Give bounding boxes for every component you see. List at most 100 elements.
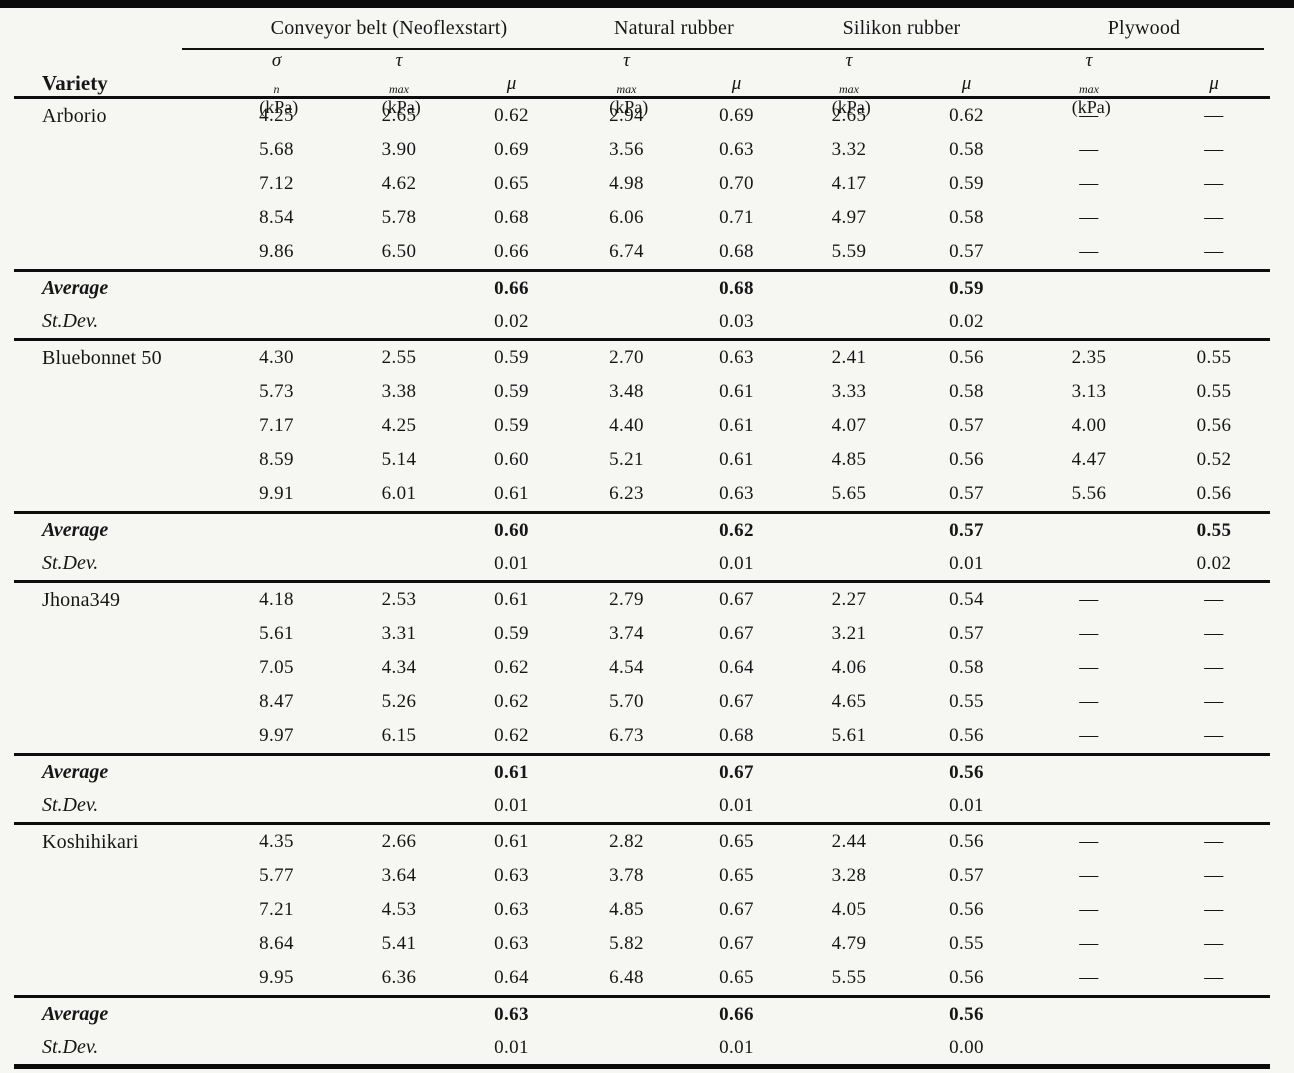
data-cell: 0.68 [719, 725, 754, 746]
data-cell: 0.67 [719, 933, 754, 954]
stdev-cell: 0.01 [494, 1036, 529, 1058]
data-cell: 0.64 [719, 657, 754, 678]
data-cell: 2.41 [831, 347, 867, 368]
data-cell: — [1204, 691, 1224, 712]
data-cell: 4.30 [259, 347, 294, 368]
data-cell: — [1079, 933, 1099, 954]
data-cell: 0.56 [1196, 415, 1232, 436]
data-cell: 0.63 [719, 139, 754, 160]
greek-symbol: τ [623, 50, 630, 71]
data-cell: 2.70 [609, 347, 644, 368]
data-cell: 4.00 [1071, 415, 1107, 436]
data-cell: 0.56 [949, 831, 984, 852]
data-cell: 9.86 [259, 241, 294, 262]
data-cell: 2.27 [831, 589, 867, 610]
data-cell: 0.60 [494, 449, 529, 470]
data-cell: 0.57 [949, 623, 984, 644]
data-cell: 9.91 [259, 483, 294, 504]
stdev-label: St.Dev. [42, 310, 99, 332]
data-cell: — [1079, 207, 1099, 228]
average-cell: 0.60 [494, 519, 529, 541]
greek-symbol: μ [1209, 72, 1219, 94]
data-cell: 0.59 [494, 347, 529, 368]
average-label: Average [42, 519, 109, 541]
data-cell: 5.82 [609, 933, 644, 954]
data-cell: 0.63 [719, 347, 754, 368]
stdev-cell: 0.01 [494, 552, 529, 574]
greek-symbol: σ [271, 50, 282, 71]
data-cell: 9.97 [259, 725, 294, 746]
data-cell: 4.40 [609, 415, 644, 436]
data-cell: 5.77 [259, 865, 294, 886]
greek-symbol: μ [731, 72, 742, 94]
subscript: max [616, 81, 637, 96]
data-cell: 6.15 [381, 725, 417, 746]
data-cell: 0.56 [949, 899, 984, 920]
column-header-tau-max: τ max (kPa) [339, 50, 459, 118]
unit-label: (kPa) [377, 96, 421, 117]
data-cell: 4.62 [381, 173, 417, 194]
stdev-cell: 0.01 [494, 794, 529, 816]
data-cell: 0.61 [719, 415, 754, 436]
average-row: Average 0.60 0.62 0.57 0.55 [14, 514, 1270, 547]
stdev-row: St.Dev. 0.01 0.01 0.01 [14, 789, 1270, 822]
variety-cell: Arborio [42, 104, 107, 127]
table-row: Jhona349 4.18 2.53 0.61 2.79 0.67 2.27 0.54 — — [14, 583, 1270, 617]
data-cell: — [1204, 241, 1224, 262]
data-cell: 7.12 [259, 173, 294, 194]
data-cell: — [1079, 691, 1099, 712]
greek-symbol: μ [961, 72, 972, 94]
data-cell: 0.63 [494, 899, 529, 920]
subscript: max [1079, 81, 1099, 96]
data-cell: 3.21 [831, 623, 867, 644]
data-cell: — [1079, 831, 1099, 852]
table-row: 7.05 4.34 0.62 4.54 0.64 4.06 0.58 — — [14, 651, 1270, 685]
subscript: max [839, 81, 859, 96]
unit-label: (kPa) [254, 96, 299, 117]
average-cell: 0.62 [719, 519, 754, 541]
data-cell: — [1204, 105, 1224, 126]
stdev-cell: 0.03 [719, 310, 754, 332]
stdev-label: St.Dev. [42, 794, 99, 816]
data-cell: 6.48 [609, 967, 644, 988]
data-cell: 6.73 [609, 725, 644, 746]
data-cell: 3.78 [609, 865, 644, 886]
data-cell: 0.62 [494, 657, 529, 678]
data-cell: 2.66 [381, 831, 417, 852]
data-cell: — [1204, 589, 1224, 610]
data-cell: — [1204, 865, 1224, 886]
data-cell: — [1079, 241, 1099, 262]
stdev-cell: 0.02 [494, 310, 529, 332]
data-cell: 5.70 [609, 691, 644, 712]
data-cell: 0.56 [949, 725, 984, 746]
stdev-cell: 0.01 [949, 794, 984, 816]
data-cell: — [1079, 623, 1099, 644]
table-row: Koshihikari 4.35 2.66 0.61 2.82 0.65 2.44 0.56 —… [14, 825, 1270, 859]
data-cell: — [1204, 173, 1224, 194]
data-cell: 0.62 [949, 105, 984, 126]
average-row: Average 0.63 0.66 0.56 [14, 998, 1270, 1031]
data-cell: 4.18 [259, 589, 294, 610]
table-row: 5.73 3.38 0.59 3.48 0.61 3.33 0.58 3.13 0.55 [14, 375, 1270, 409]
table-top-rule [0, 0, 1294, 8]
average-row: Average 0.61 0.67 0.56 [14, 756, 1270, 789]
average-row: Average 0.66 0.68 0.59 [14, 272, 1270, 305]
table-row: 8.47 5.26 0.62 5.70 0.67 4.65 0.55 — — [14, 685, 1270, 719]
table-row: 9.95 6.36 0.64 6.48 0.65 5.55 0.56 — — [14, 961, 1270, 995]
data-cell: — [1079, 657, 1099, 678]
data-cell: 4.25 [381, 415, 417, 436]
data-cell: 6.01 [381, 483, 417, 504]
data-cell: 4.53 [381, 899, 417, 920]
section-rule [14, 269, 1270, 272]
data-cell: 2.65 [831, 105, 867, 126]
data-cell: 2.53 [381, 589, 417, 610]
data-cell: 6.50 [381, 241, 417, 262]
column-header-mu: μ [914, 73, 1019, 95]
data-cell: 0.66 [494, 241, 529, 262]
data-cell: 3.32 [831, 139, 867, 160]
data-cell: 5.41 [381, 933, 417, 954]
data-cell: 0.70 [719, 173, 754, 194]
data-cell: 0.64 [494, 967, 529, 988]
